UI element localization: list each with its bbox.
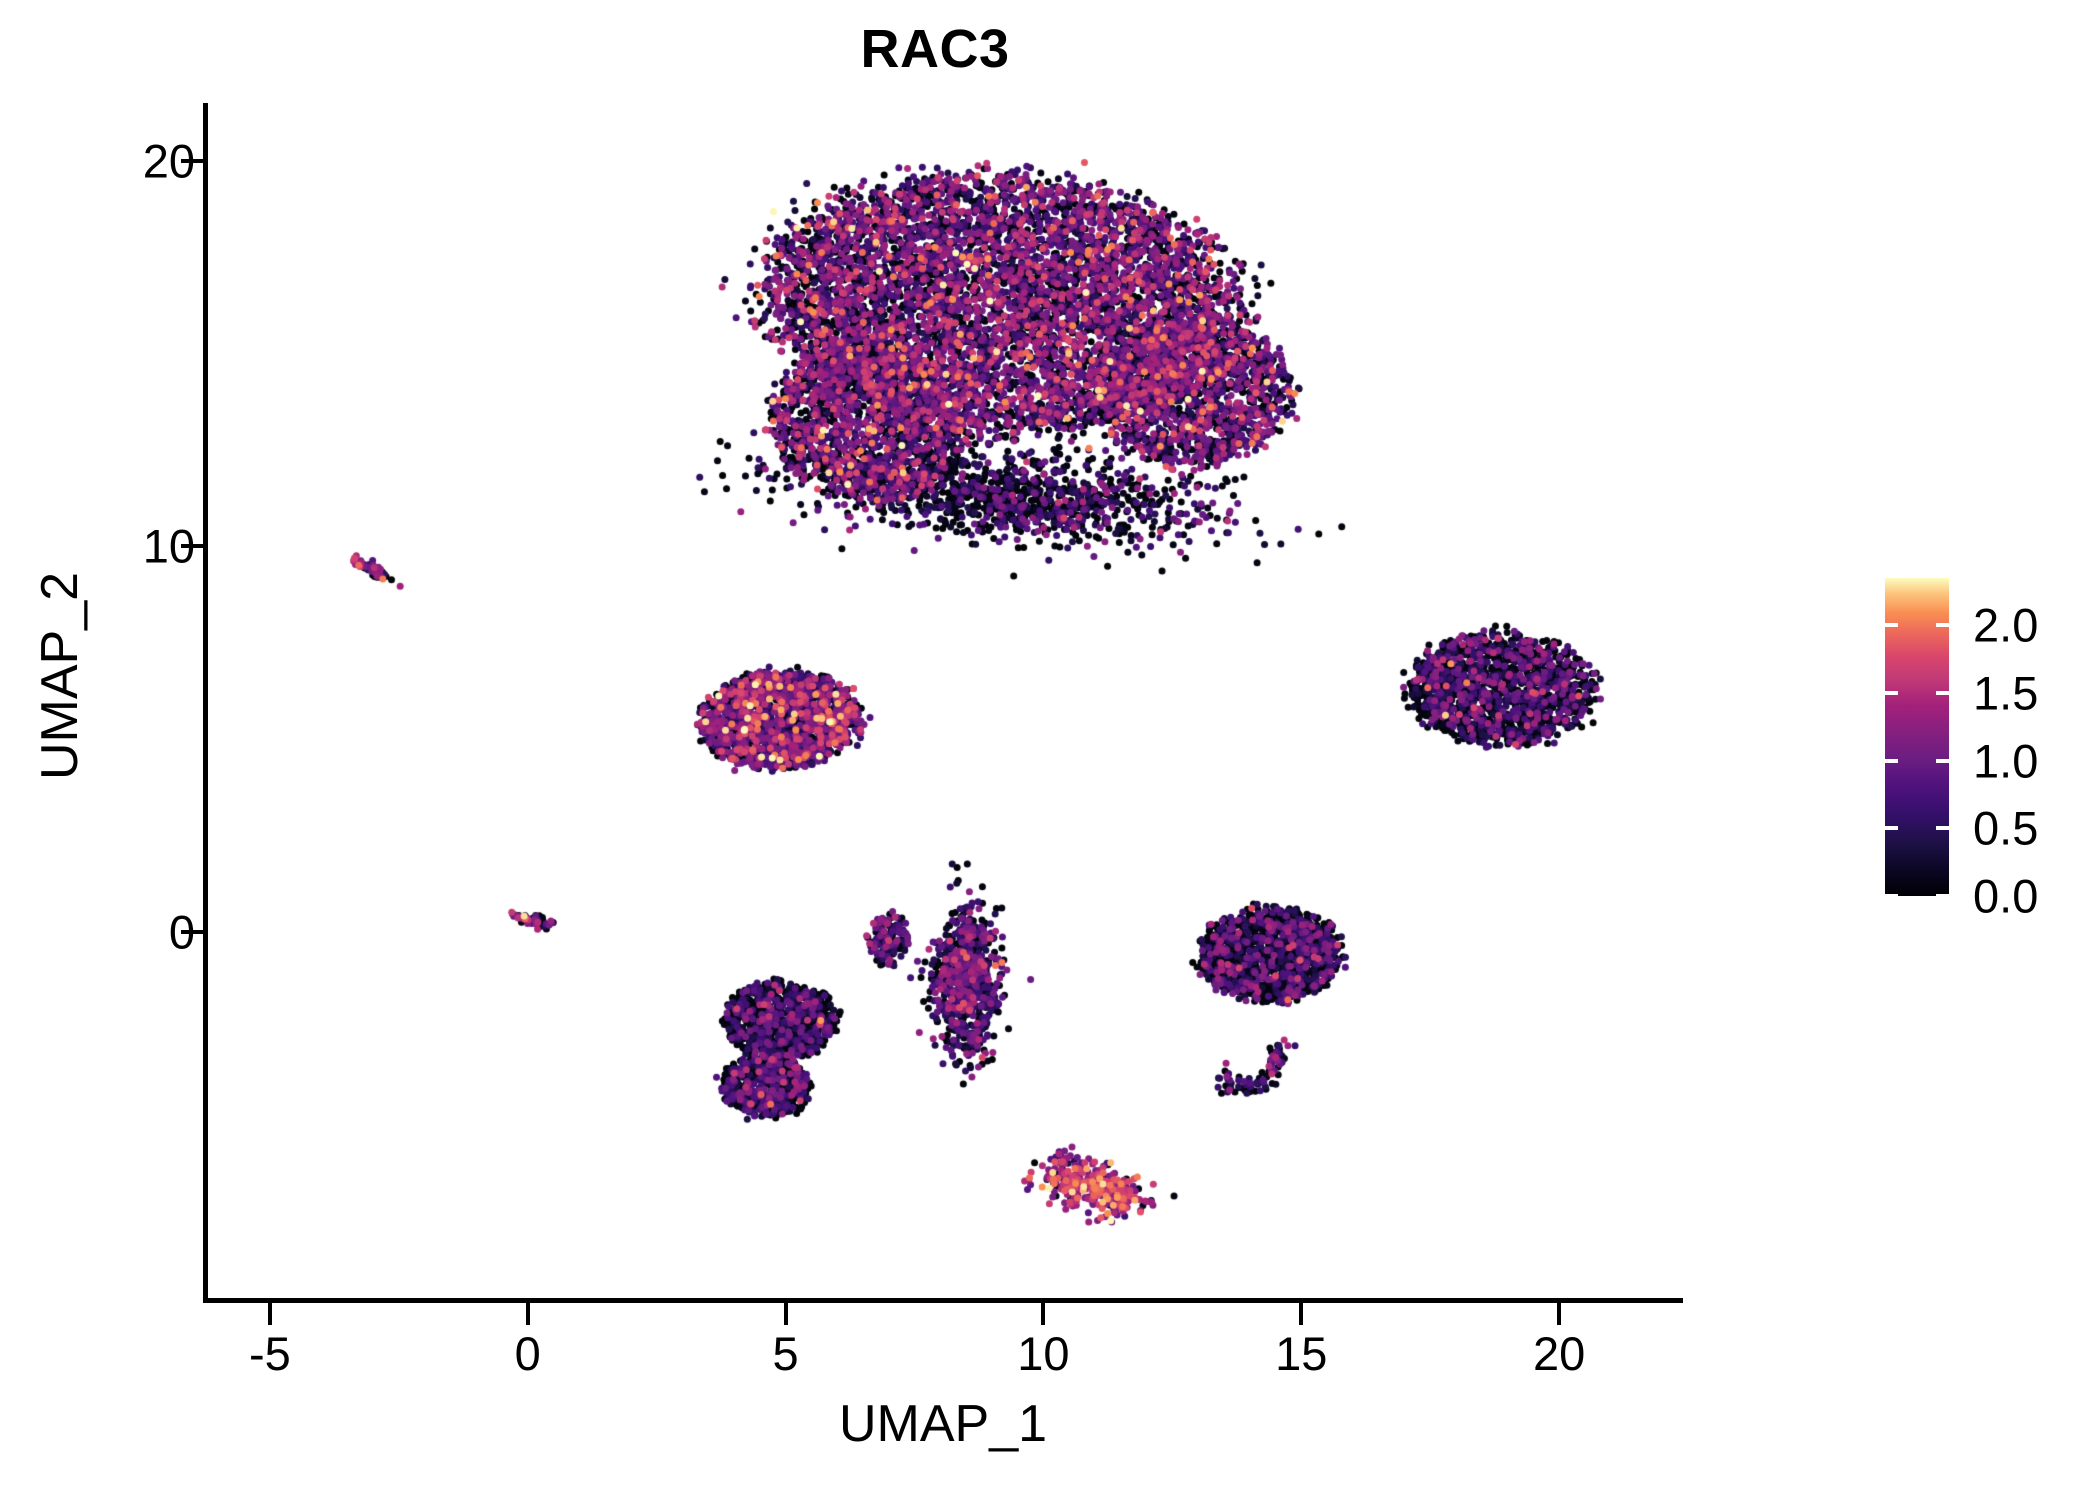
colorbar-tick-mark bbox=[1885, 826, 1898, 831]
x-tick-mark bbox=[783, 1303, 788, 1325]
colorbar-tick-label: 0.0 bbox=[1973, 869, 2039, 923]
x-tick-label: 5 bbox=[772, 1327, 799, 1380]
colorbar-tick-label: 1.5 bbox=[1973, 666, 2039, 720]
colorbar-tick-mark bbox=[1885, 758, 1898, 763]
colorbar-gradient bbox=[1885, 578, 1949, 896]
colorbar-tick-label: 2.0 bbox=[1973, 598, 2039, 652]
x-tick-mark bbox=[267, 1303, 272, 1325]
colorbar-tick-label: 0.5 bbox=[1973, 801, 2039, 855]
y-tick-mark bbox=[181, 929, 203, 934]
x-tick-label: 15 bbox=[1275, 1327, 1328, 1380]
x-tick-mark bbox=[1299, 1303, 1304, 1325]
x-tick-label: 0 bbox=[514, 1327, 541, 1380]
y-tick-label: 10 bbox=[142, 519, 195, 573]
colorbar-tick-mark bbox=[1885, 623, 1898, 628]
y-tick-label: 20 bbox=[142, 134, 195, 188]
y-tick-mark bbox=[181, 544, 203, 549]
y-tick-mark bbox=[181, 158, 203, 163]
colorbar-tick-mark bbox=[1885, 691, 1898, 696]
x-tick-label: 20 bbox=[1532, 1327, 1586, 1380]
y-axis-label: UMAP_2 bbox=[31, 571, 89, 781]
page-title: RAC3 bbox=[860, 19, 1010, 79]
scatter-plot-panel bbox=[208, 103, 1688, 1298]
y-tick-label: 0 bbox=[168, 905, 195, 959]
x-tick-label: -5 bbox=[248, 1327, 291, 1380]
x-tick-mark bbox=[1557, 1303, 1562, 1325]
y-axis-line bbox=[203, 103, 208, 1303]
colorbar-tick-mark bbox=[1936, 894, 1949, 898]
colorbar-tick-mark bbox=[1936, 691, 1949, 696]
x-axis-line bbox=[203, 1298, 1683, 1303]
x-tick-mark bbox=[525, 1303, 530, 1325]
colorbar-tick-mark bbox=[1885, 894, 1898, 898]
scatter-points bbox=[208, 103, 1688, 1298]
colorbar-tick-mark bbox=[1936, 826, 1949, 831]
x-tick-mark bbox=[1041, 1303, 1046, 1325]
x-axis-label: UMAP_1 bbox=[838, 1395, 1048, 1453]
colorbar-tick-label: 1.0 bbox=[1973, 734, 2039, 788]
x-tick-label: 10 bbox=[1017, 1327, 1070, 1380]
colorbar-tick-mark bbox=[1936, 758, 1949, 763]
colorbar-tick-mark bbox=[1936, 623, 1949, 628]
